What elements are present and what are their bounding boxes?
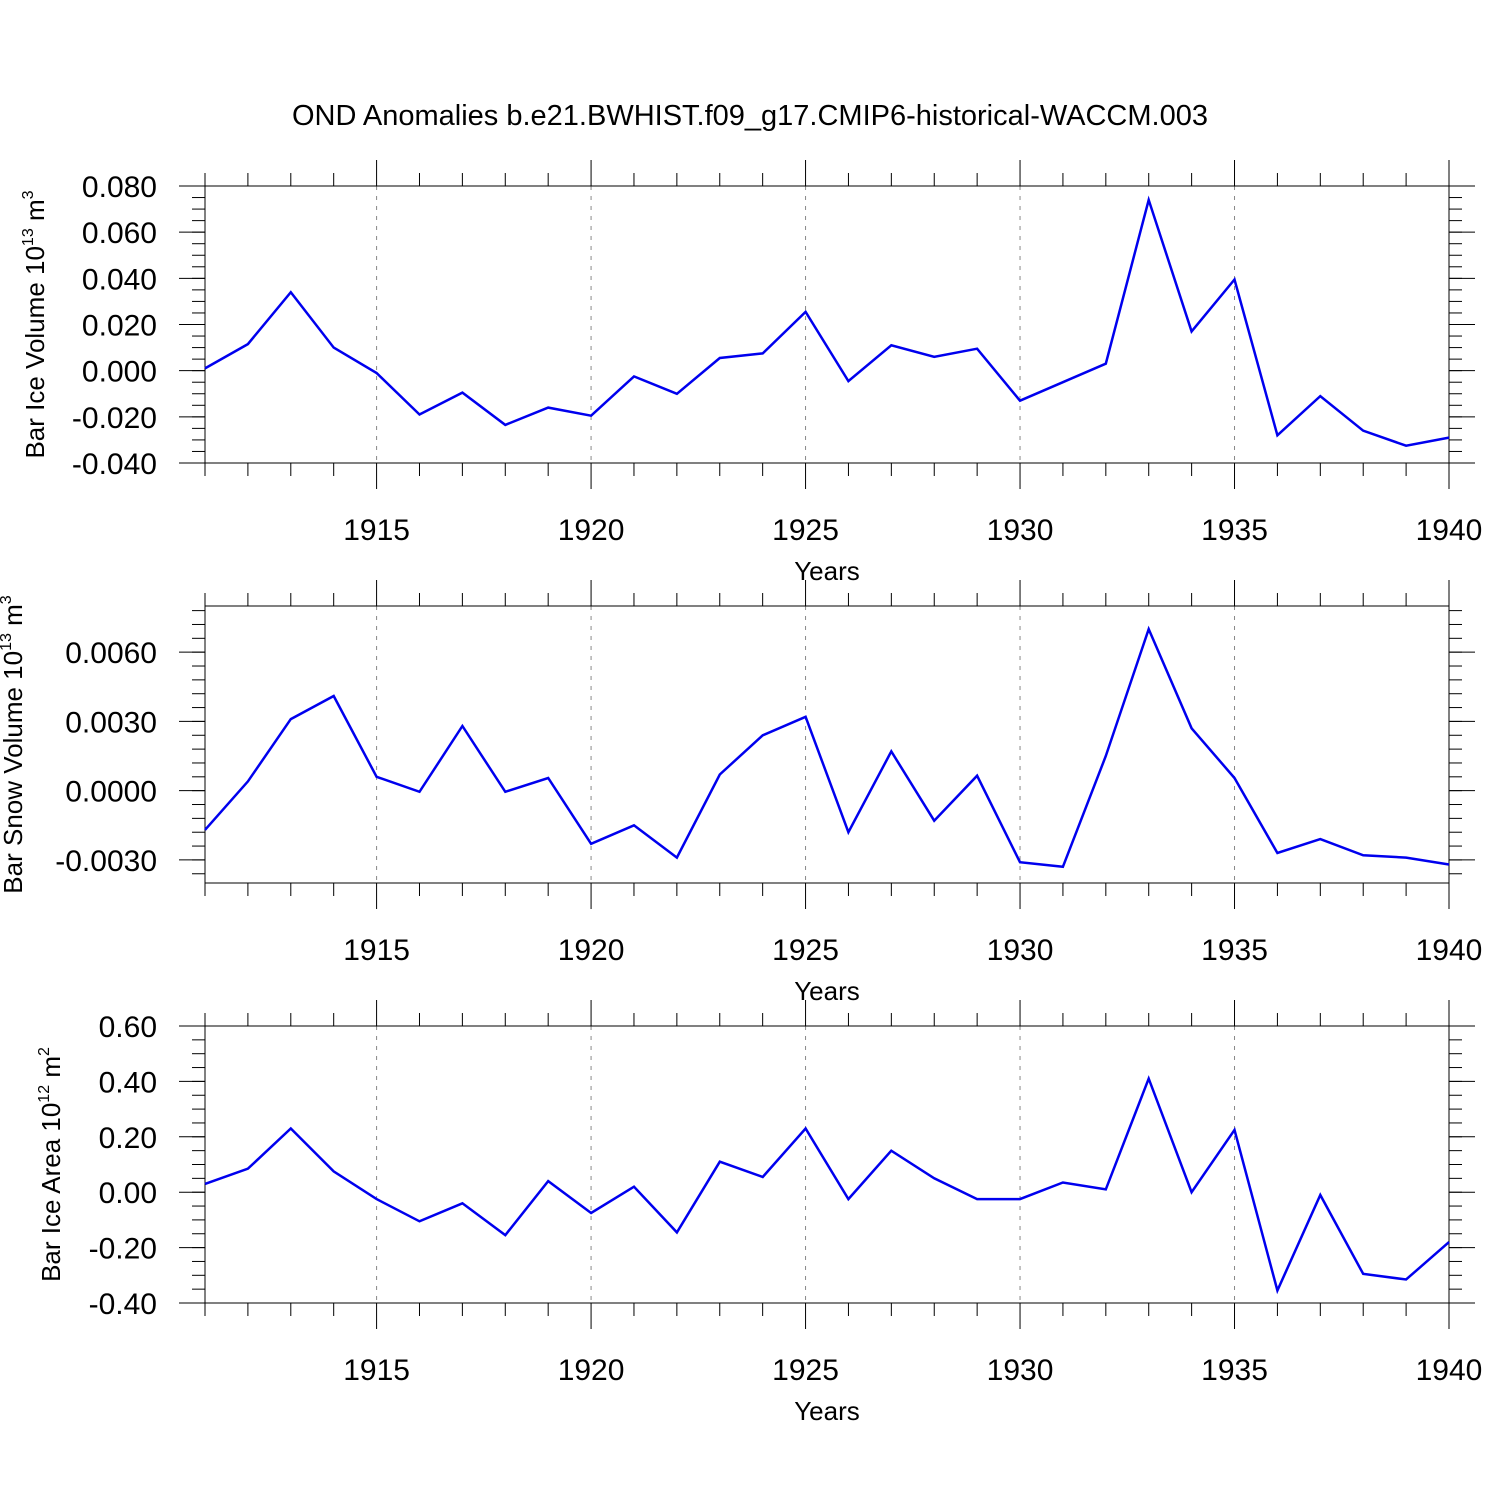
x-tick-label: 1925 xyxy=(772,1354,839,1387)
x-tick-label: 1915 xyxy=(343,934,410,967)
y-tick-label: 0.040 xyxy=(82,263,157,296)
y-axis-label-exponent: 13 xyxy=(20,228,37,246)
y-axis-label: Bar Ice Volume 1013 m3 xyxy=(20,190,50,458)
x-tick-label: 1940 xyxy=(1416,514,1483,547)
x-tick-label: 1920 xyxy=(558,1354,625,1387)
panel-1: -0.040 -0.020 0.000 0.020 0.040 0.060 0.080 191… xyxy=(20,160,1482,586)
y-tick-label: -0.0030 xyxy=(55,845,157,878)
y-tick-label: 0.40 xyxy=(99,1066,157,1099)
y-axis-label-unit: m xyxy=(0,604,28,633)
y-tick-label: 0.00 xyxy=(99,1177,157,1210)
y-axis-label: Bar Ice Area 1012 m2 xyxy=(36,1047,66,1282)
figure-title: OND Anomalies b.e21.BWHIST.f09_g17.CMIP6… xyxy=(292,100,1208,132)
x-axis-label: Years xyxy=(794,1396,860,1426)
series-line xyxy=(204,1075,1450,1295)
y-axis-label-main: Bar Ice Area 10 xyxy=(36,1103,66,1282)
x-tick-label: 1935 xyxy=(1201,514,1268,547)
panel-3: -0.40 -0.20 0.00 0.20 0.40 0.60 1915 1920 1925 19… xyxy=(36,1000,1482,1426)
plot-frame xyxy=(204,605,1450,884)
x-tick-label: 1930 xyxy=(987,934,1054,967)
y-axis-label-exponent: 13 xyxy=(0,633,15,651)
y-tick-label: 0.60 xyxy=(99,1011,157,1044)
y-tick-label: 0.000 xyxy=(82,356,157,389)
y-axis-label-exponent: 12 xyxy=(36,1085,53,1103)
x-tick-label: 1920 xyxy=(558,934,625,967)
y-tick-label: 0.0030 xyxy=(65,706,157,739)
series-line xyxy=(204,625,1450,869)
x-axis-label: Years xyxy=(794,556,860,586)
y-axis-label-main: Bar Ice Volume 10 xyxy=(20,246,50,458)
x-tick-label: 1930 xyxy=(987,514,1054,547)
x-tick-label: 1940 xyxy=(1416,1354,1483,1387)
x-tick-label: 1935 xyxy=(1201,1354,1268,1387)
y-axis-label: Bar Snow Volume 1013 m3 xyxy=(0,595,28,894)
y-axis-label-main: Bar Snow Volume 10 xyxy=(0,651,28,894)
y-tick-label: 0.0060 xyxy=(65,637,157,670)
x-tick-label: 1935 xyxy=(1201,934,1268,967)
x-tick-label: 1925 xyxy=(772,514,839,547)
y-axis-label-unit-exponent: 3 xyxy=(0,595,15,604)
y-tick-label: 0.020 xyxy=(82,310,157,343)
y-tick-label: -0.020 xyxy=(72,402,157,435)
x-tick-label: 1915 xyxy=(343,1354,410,1387)
panel-2: -0.0030 0.0000 0.0030 0.0060 1915 1920 1925 193… xyxy=(0,580,1482,1006)
plot-frame xyxy=(204,185,1450,464)
y-tick-label: -0.040 xyxy=(72,448,157,481)
y-tick-label: 0.20 xyxy=(99,1122,157,1155)
y-tick-label: -0.40 xyxy=(89,1288,157,1321)
panels: -0.040 -0.020 0.000 0.020 0.040 0.060 0.080 191… xyxy=(0,160,1482,1426)
y-tick-label: -0.20 xyxy=(89,1233,157,1266)
series-line xyxy=(204,195,1450,447)
y-tick-label: 0.080 xyxy=(82,171,157,204)
x-tick-label: 1920 xyxy=(558,514,625,547)
x-tick-label: 1925 xyxy=(772,934,839,967)
y-axis-label-unit-exponent: 2 xyxy=(36,1047,53,1056)
x-tick-label: 1915 xyxy=(343,514,410,547)
y-axis-label-unit: m xyxy=(20,199,50,228)
y-tick-label: 0.0000 xyxy=(65,776,157,809)
y-axis-label-unit-exponent: 3 xyxy=(20,190,37,199)
y-tick-label: 0.060 xyxy=(82,217,157,250)
x-tick-label: 1930 xyxy=(987,1354,1054,1387)
x-tick-label: 1940 xyxy=(1416,934,1483,967)
x-axis-label: Years xyxy=(794,976,860,1006)
y-axis-label-unit: m xyxy=(36,1056,66,1085)
